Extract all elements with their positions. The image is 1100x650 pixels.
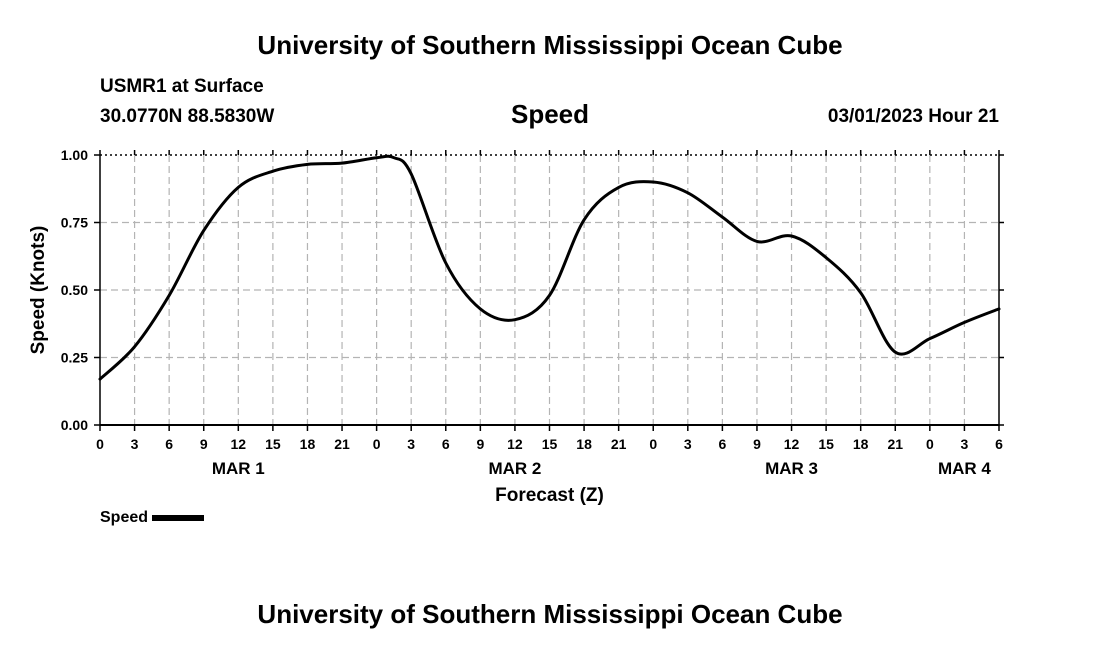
- x-tick-label: 18: [576, 436, 592, 452]
- x-tick-label: 18: [853, 436, 869, 452]
- date-label: MAR 1: [212, 459, 265, 478]
- y-tick-label: 0.00: [61, 417, 88, 433]
- x-tick-label: 9: [476, 436, 484, 452]
- x-tick-label: 12: [231, 436, 247, 452]
- y-tick-label: 0.50: [61, 282, 88, 298]
- x-tick-label: 15: [265, 436, 281, 452]
- chart-name: Speed: [510, 99, 590, 129]
- chart-title-top: University of Southern Mississippi Ocean…: [257, 30, 843, 60]
- x-tick-label: 3: [407, 436, 415, 452]
- x-tick-label: 6: [995, 436, 1003, 452]
- x-tick-label: 21: [334, 436, 350, 452]
- x-tick-label: 21: [887, 436, 903, 452]
- y-tick-label: 1.00: [61, 147, 88, 163]
- x-tick-label: 3: [684, 436, 692, 452]
- legend-swatch: [152, 515, 205, 521]
- x-tick-label: 0: [926, 436, 934, 452]
- x-tick-label: 15: [542, 436, 558, 452]
- date-label: MAR 4: [938, 459, 991, 478]
- legend-label: Speed: [100, 509, 149, 526]
- y-tick-label: 0.75: [61, 215, 88, 231]
- legend: Speed: [100, 509, 205, 527]
- x-tick-label: 3: [961, 436, 969, 452]
- x-tick-label: 12: [507, 436, 523, 452]
- x-tick-label: 6: [165, 436, 173, 452]
- chart-title-bottom: University of Southern Mississippi Ocean…: [257, 599, 843, 629]
- series-line-speed: [98, 154, 1001, 381]
- forecast-datetime: 03/01/2023 Hour 21: [827, 106, 999, 127]
- coordinates-label: 30.0770N 88.5830W: [100, 106, 275, 127]
- x-tick-label: 6: [442, 436, 450, 452]
- date-label: MAR 3: [765, 459, 818, 478]
- x-tick-label: 12: [784, 436, 800, 452]
- x-tick-label: 21: [611, 436, 627, 452]
- x-tick-label: 9: [200, 436, 208, 452]
- x-tick-label: 9: [753, 436, 761, 452]
- station-label: USMR1 at Surface: [100, 76, 264, 97]
- x-tick-label: 6: [718, 436, 726, 452]
- x-tick-label: 0: [96, 436, 104, 452]
- x-tick-label: 18: [300, 436, 316, 452]
- y-axis-title: Speed (Knots): [28, 226, 49, 355]
- y-tick-label: 0.25: [61, 350, 88, 366]
- x-tick-label: 15: [818, 436, 834, 452]
- x-tick-label: 3: [131, 436, 139, 452]
- x-tick-label: 0: [649, 436, 657, 452]
- x-tick-label: 0: [373, 436, 381, 452]
- x-axis-title: Forecast (Z): [495, 485, 604, 506]
- date-label: MAR 2: [488, 459, 541, 478]
